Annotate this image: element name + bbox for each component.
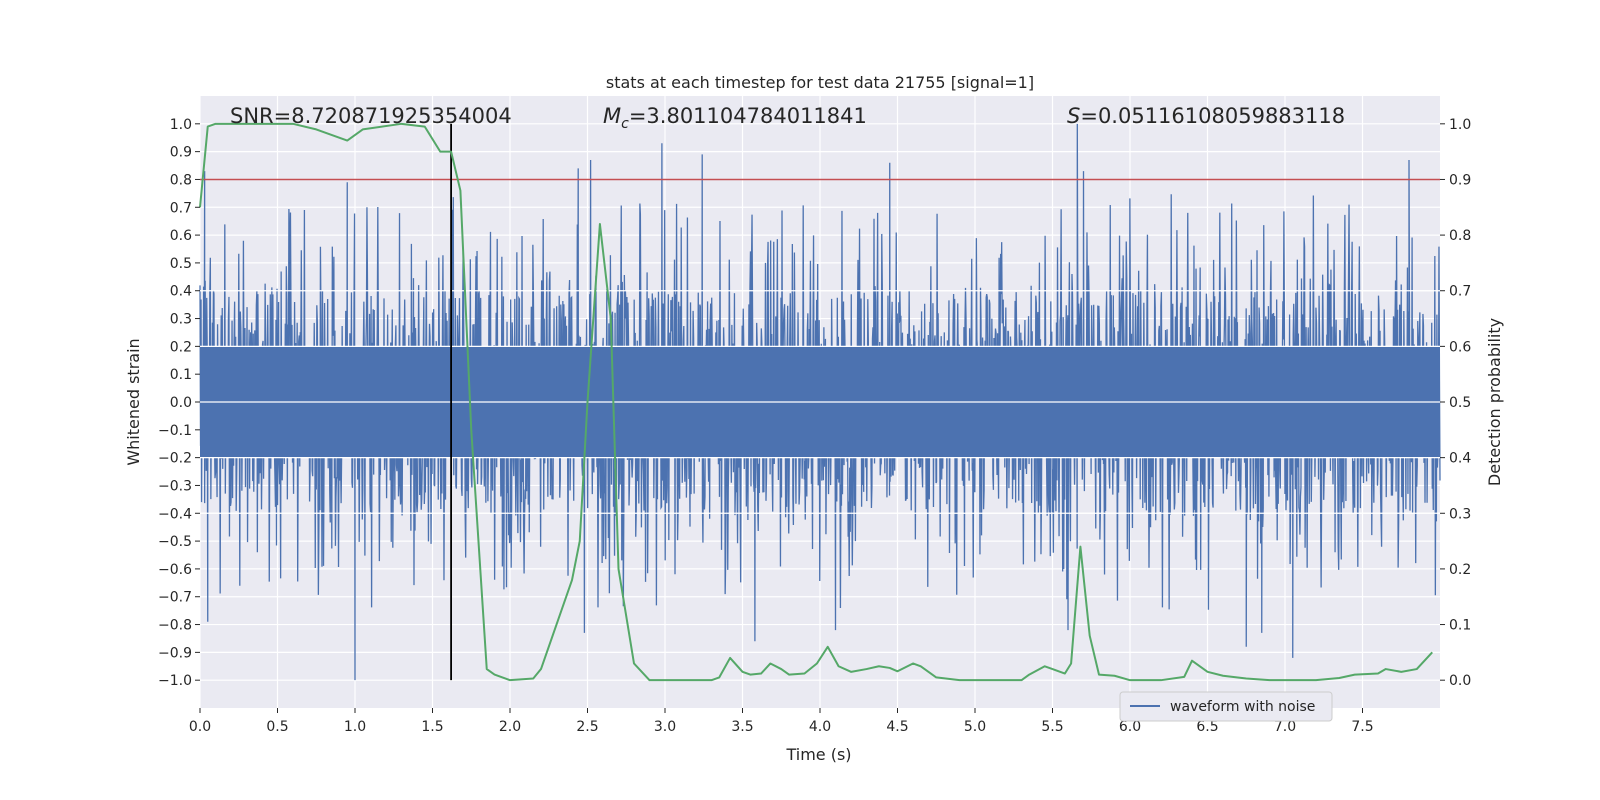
y-left-tick-label: −0.3 — [158, 478, 192, 494]
y-left-tick-label: −0.6 — [158, 562, 192, 578]
x-tick-label: 0.0 — [189, 719, 211, 735]
y-left-tick-label: −1.0 — [158, 673, 192, 689]
y-right-tick-label: 1.0 — [1449, 117, 1471, 133]
y-left-tick-label: 0.9 — [170, 145, 192, 161]
legend: waveform with noise — [1119, 691, 1333, 722]
y-right-tick-label: 0.8 — [1449, 228, 1471, 244]
y-left-tick-label: 0.5 — [170, 256, 192, 272]
detection-probability-line — [199, 122, 1433, 682]
y-left-tick-label: 0.1 — [170, 367, 192, 383]
y-right-tick-label: 0.1 — [1449, 618, 1471, 634]
x-tick-label: 2.0 — [499, 719, 521, 735]
x-tick-label: 1.0 — [344, 719, 366, 735]
y-left-tick-label: −0.2 — [158, 451, 192, 467]
y-right-tick-label: 0.6 — [1449, 339, 1471, 355]
y-left-tick-label: 0.2 — [170, 339, 192, 355]
x-tick-label: 6.5 — [1196, 719, 1218, 735]
y-right-tick-label: 0.7 — [1449, 284, 1471, 300]
x-tick-label: 5.5 — [1041, 719, 1063, 735]
y-left-tick-label: 0.6 — [170, 228, 192, 244]
x-tick-label: 2.5 — [576, 719, 598, 735]
mc-subscript: c — [621, 116, 629, 132]
y-right-tick-label: 0.5 — [1449, 395, 1471, 411]
chart-title: stats at each timestep for test data 217… — [606, 73, 1034, 92]
legend-box — [1119, 691, 1333, 722]
x-tick-label: 1.5 — [421, 719, 443, 735]
y-right-tick-label: 0.2 — [1449, 562, 1471, 578]
y-left-tick-label: −0.5 — [158, 534, 192, 550]
s-value: =0.05116108059883118 — [1080, 104, 1345, 128]
y-left-tick-label: −0.9 — [158, 645, 192, 661]
y-right-tick-label: 0.9 — [1449, 172, 1471, 188]
y-right-tick-label: 0.4 — [1449, 451, 1471, 467]
y-axis-left-label: Whitened strain — [124, 338, 143, 465]
y-left-tick-label: −0.7 — [158, 590, 192, 606]
s-annotation: S=0.05116108059883118 — [1067, 104, 1345, 128]
y-left-tick-label: −0.4 — [158, 506, 192, 522]
y-left-tick-label: 1.0 — [170, 117, 192, 133]
x-tick-label: 4.5 — [886, 719, 908, 735]
x-tick-label: 5.0 — [964, 719, 986, 735]
snr-prefix: SNR= — [230, 104, 291, 128]
mc-symbol: M — [603, 104, 621, 128]
y-right-tick-label: 0.3 — [1449, 506, 1471, 522]
snr-value: 8.720871925354004 — [291, 104, 511, 128]
y-left-tick-label: −0.8 — [158, 618, 192, 634]
overlay — [199, 122, 1440, 682]
legend-label-waveform: waveform with noise — [1170, 699, 1315, 715]
y-left-tick-label: 0.8 — [170, 172, 192, 188]
mc-value: =3.801104784011841 — [629, 104, 867, 128]
s-symbol: S — [1067, 104, 1080, 128]
chirp-mass-annotation: Mc=3.801104784011841 — [603, 104, 867, 132]
y-left-tick-label: 0.4 — [170, 284, 192, 300]
y-left-tick-label: 0.7 — [170, 200, 192, 216]
x-axis-label: Time (s) — [785, 745, 851, 764]
axes: 0.0 0.5 1.0 1.5 2.0 2.5 3.0 3.5 4.0 4.5 5.0 5.5 6.0 6… — [158, 117, 1471, 735]
y-axis-right-label: Detection probability — [1485, 318, 1504, 486]
x-tick-label: 7.5 — [1351, 719, 1373, 735]
x-tick-label: 4.0 — [809, 719, 831, 735]
x-tick-label: 3.5 — [731, 719, 753, 735]
x-tick-label: 7.0 — [1274, 719, 1296, 735]
x-tick-label: 0.5 — [266, 719, 288, 735]
y-right-tick-label: 0.0 — [1449, 673, 1471, 689]
y-left-tick-label: 0.3 — [170, 312, 192, 328]
x-tick-label: 6.0 — [1119, 719, 1141, 735]
y-left-tick-label: −0.1 — [158, 423, 192, 439]
x-tick-label: 3.0 — [654, 719, 676, 735]
y-left-tick-label: 0.0 — [170, 395, 192, 411]
snr-annotation: SNR=8.720871925354004 — [230, 104, 512, 128]
